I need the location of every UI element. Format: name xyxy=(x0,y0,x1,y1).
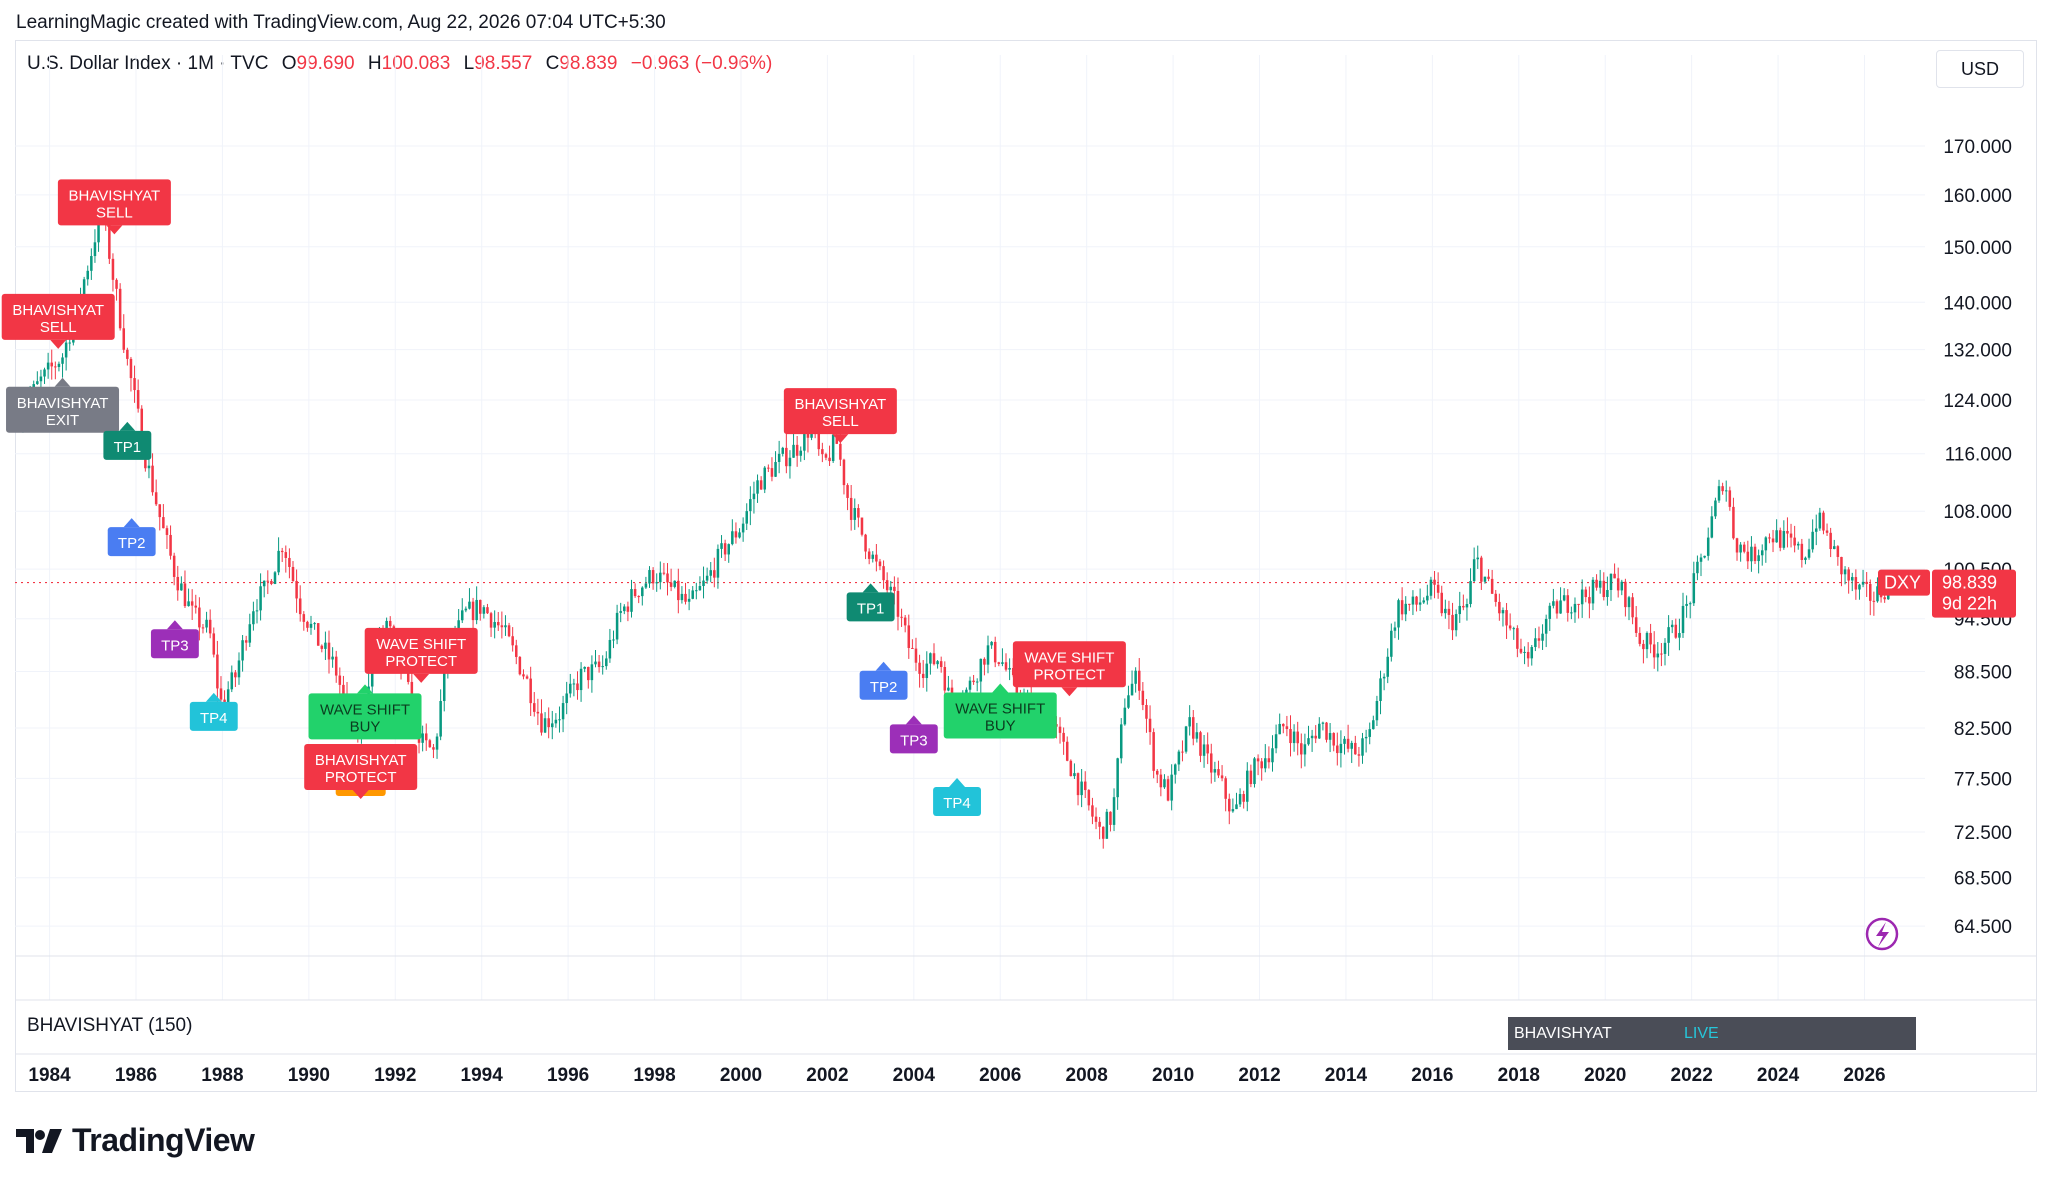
indicator-status-name: BHAVISHYAT xyxy=(1514,1025,1612,1042)
symbol-title[interactable]: U.S. Dollar Index · 1M · TVC xyxy=(27,53,269,74)
low-label: L xyxy=(463,53,475,74)
close-label: C xyxy=(545,53,560,74)
chart-frame xyxy=(15,40,2037,1092)
indicator-status-panel: BHAVISHYAT LIVE xyxy=(1508,1017,1916,1050)
open-label: O xyxy=(281,53,297,74)
close-value: 98.839 xyxy=(559,53,618,74)
change-value: −0.963 (−0.96%) xyxy=(630,53,773,74)
high-label: H xyxy=(367,53,382,74)
open-value: 99.690 xyxy=(296,53,355,74)
tradingview-logo[interactable]: TradingView xyxy=(16,1122,255,1159)
indicator-status-value: LIVE xyxy=(1684,1025,1719,1042)
indicator-label[interactable]: BHAVISHYAT (150) xyxy=(27,1015,193,1036)
currency-button[interactable]: USD xyxy=(1936,50,2024,88)
low-value: 98.557 xyxy=(474,53,533,74)
high-value: 100.083 xyxy=(381,53,451,74)
chart-credit: LearningMagic created with TradingView.c… xyxy=(16,12,666,33)
tradingview-wordmark: TradingView xyxy=(72,1122,255,1158)
symbol-legend: U.S. Dollar Index · 1M · TVC O99.690 H10… xyxy=(27,53,772,75)
tradingview-logo-icon xyxy=(16,1128,62,1153)
